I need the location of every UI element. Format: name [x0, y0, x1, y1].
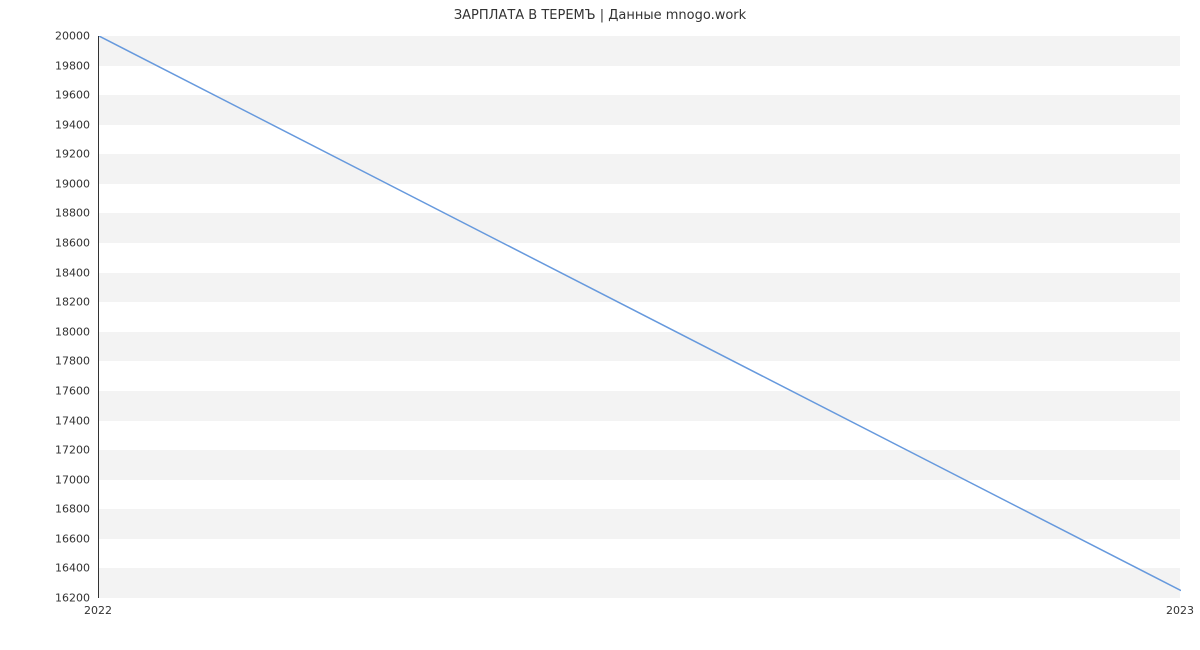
y-tick-label: 17600	[46, 384, 90, 397]
y-tick-label: 18400	[46, 266, 90, 279]
y-tick-label: 19600	[46, 89, 90, 102]
x-tick-label: 2022	[84, 604, 112, 617]
series-line-salary	[99, 36, 1181, 591]
y-tick-label: 17400	[46, 414, 90, 427]
y-tick-label: 16200	[46, 592, 90, 605]
y-tick-label: 16400	[46, 562, 90, 575]
x-tick-label: 2023	[1166, 604, 1194, 617]
y-tick-label: 19200	[46, 148, 90, 161]
y-tick-label: 19400	[46, 118, 90, 131]
y-tick-label: 18200	[46, 296, 90, 309]
plot-area	[98, 36, 1180, 598]
series-layer	[99, 36, 1181, 598]
y-tick-label: 16600	[46, 532, 90, 545]
y-tick-label: 19000	[46, 177, 90, 190]
y-tick-label: 17800	[46, 355, 90, 368]
chart-container: { "chart": { "type": "line", "title": "З…	[0, 0, 1200, 650]
y-tick-label: 18000	[46, 325, 90, 338]
y-tick-label: 18600	[46, 237, 90, 250]
y-tick-label: 18800	[46, 207, 90, 220]
y-tick-label: 19800	[46, 59, 90, 72]
y-tick-label: 16800	[46, 503, 90, 516]
chart-title: ЗАРПЛАТА В ТЕРЕМЪ | Данные mnogo.work	[0, 8, 1200, 23]
y-tick-label: 17200	[46, 444, 90, 457]
y-tick-label: 17000	[46, 473, 90, 486]
y-tick-label: 20000	[46, 30, 90, 43]
